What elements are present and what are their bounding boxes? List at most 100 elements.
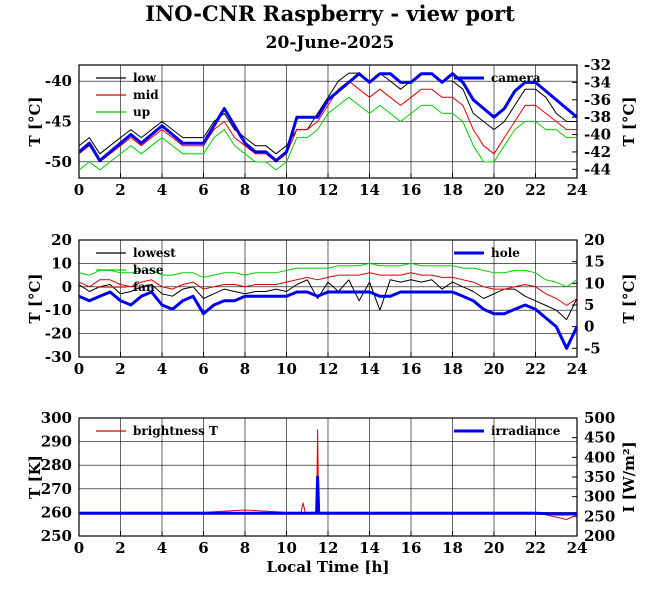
x-tick-label: 0 (74, 181, 84, 199)
y-left-tick-label: 10 (51, 254, 72, 272)
x-tick-label: 6 (198, 539, 208, 557)
chart-date: 20-June-2025 (266, 33, 395, 53)
x-axis-label: Local Time [h] (267, 558, 390, 576)
y-left-tick-label: 270 (41, 480, 72, 498)
series-line-hole (79, 290, 577, 350)
y-right-tick-label: 15 (584, 253, 605, 271)
y-right-axis-label: T [°C] (620, 96, 638, 146)
y-right-tick-label: -34 (584, 73, 611, 91)
y-right-axis-label: T [°C] (620, 273, 638, 323)
x-tick-label: 4 (157, 360, 167, 378)
series-line-fan (79, 272, 577, 306)
panel-middle: 0 2 4 6 8 10 12 14 16 18 20 22 2420100-10-20-3020151… (26, 231, 638, 378)
y-left-tick-label: 20 (51, 231, 72, 249)
series-line-irradiance (79, 475, 577, 516)
legend-label: low (133, 71, 157, 85)
x-tick-label: 24 (567, 181, 588, 199)
panels-group: 0 2 4 6 8 10 12 14 16 18 20 22 24-40-45-50-32-34-36-… (26, 56, 638, 576)
x-tick-label: 6 (198, 360, 208, 378)
y-left-tick-label: 250 (41, 527, 72, 545)
x-tick-label: 24 (567, 360, 588, 378)
chart-title: INO-CNR Raspberry - view port (145, 1, 515, 26)
y-left-tick-label: 260 (41, 503, 72, 521)
y-right-tick-label: 300 (584, 488, 615, 506)
y-left-tick-label: -30 (45, 348, 72, 366)
x-tick-label: 6 (198, 181, 208, 199)
y-right-tick-label: 500 (584, 409, 615, 427)
x-tick-label: 22 (525, 360, 546, 378)
x-tick-label: 16 (401, 181, 422, 199)
y-left-tick-label: -45 (45, 113, 72, 131)
y-right-tick-label: 450 (584, 429, 615, 447)
y-left-tick-label: 300 (41, 409, 72, 427)
x-tick-label: 18 (442, 539, 463, 557)
x-tick-label: 20 (484, 181, 505, 199)
series-line-base (79, 262, 577, 288)
series-line-low (79, 72, 577, 155)
x-tick-label: 2 (115, 539, 125, 557)
legend-label: lowest (133, 246, 176, 260)
x-tick-label: 10 (276, 181, 297, 199)
y-right-tick-label: 10 (584, 274, 605, 292)
legend-label: camera (491, 71, 541, 85)
y-left-axis-label: T [K] (26, 455, 44, 499)
y-left-tick-label: -50 (45, 153, 72, 171)
x-tick-label: 16 (401, 360, 422, 378)
x-tick-label: 2 (115, 360, 125, 378)
x-tick-label: 22 (525, 181, 546, 199)
y-right-tick-label: -42 (584, 143, 611, 161)
series-line-camera (79, 72, 577, 163)
x-tick-label: 14 (359, 181, 380, 199)
x-tick-label: 12 (318, 539, 339, 557)
x-tick-label: 22 (525, 539, 546, 557)
y-right-tick-label: -5 (584, 339, 601, 357)
y-left-tick-label: 290 (41, 433, 72, 451)
series-line-lowest (79, 279, 577, 321)
x-tick-label: 8 (240, 539, 250, 557)
legend-label: mid (133, 88, 159, 102)
y-right-tick-label: -40 (584, 126, 611, 144)
y-right-tick-label: 5 (584, 296, 594, 314)
y-right-axis-label: I [W/m²] (620, 441, 638, 512)
y-right-tick-label: -32 (584, 56, 611, 74)
y-left-tick-label: -40 (45, 72, 72, 90)
x-tick-label: 8 (240, 181, 250, 199)
legend-label: hole (491, 246, 520, 260)
y-right-tick-label: 400 (584, 448, 615, 466)
x-tick-label: 14 (359, 539, 380, 557)
x-tick-label: 20 (484, 539, 505, 557)
series-line-mid (79, 80, 577, 163)
y-right-tick-label: -38 (584, 108, 611, 126)
x-tick-label: 18 (442, 181, 463, 199)
y-left-tick-label: 0 (62, 278, 72, 296)
y-left-tick-label: 280 (41, 456, 72, 474)
x-tick-label: 4 (157, 181, 167, 199)
y-right-tick-label: -36 (584, 91, 611, 109)
x-tick-label: 0 (74, 539, 84, 557)
y-left-axis-label: T [°C] (26, 273, 44, 323)
x-tick-label: 16 (401, 539, 422, 557)
legend-label: up (133, 105, 150, 119)
panel-top: 0 2 4 6 8 10 12 14 16 18 20 22 24-40-45-50-32-34-36-… (26, 56, 638, 199)
x-tick-label: 20 (484, 360, 505, 378)
x-tick-label: 4 (157, 539, 167, 557)
x-tick-label: 18 (442, 360, 463, 378)
y-right-tick-label: -44 (584, 160, 611, 178)
x-tick-label: 10 (276, 539, 297, 557)
x-tick-label: 2 (115, 181, 125, 199)
x-tick-label: 12 (318, 181, 339, 199)
y-right-tick-label: 250 (584, 507, 615, 525)
y-right-tick-label: 200 (584, 527, 615, 545)
legend-label: brightness T (133, 424, 218, 438)
x-tick-label: 10 (276, 360, 297, 378)
y-left-tick-label: -20 (45, 325, 72, 343)
series-line-up (79, 96, 577, 171)
y-left-tick-label: -10 (45, 301, 72, 319)
legend-label: irradiance (491, 424, 561, 438)
y-left-axis-label: T [°C] (26, 96, 44, 146)
x-tick-label: 14 (359, 360, 380, 378)
x-tick-label: 12 (318, 360, 339, 378)
y-right-tick-label: 20 (584, 231, 605, 249)
